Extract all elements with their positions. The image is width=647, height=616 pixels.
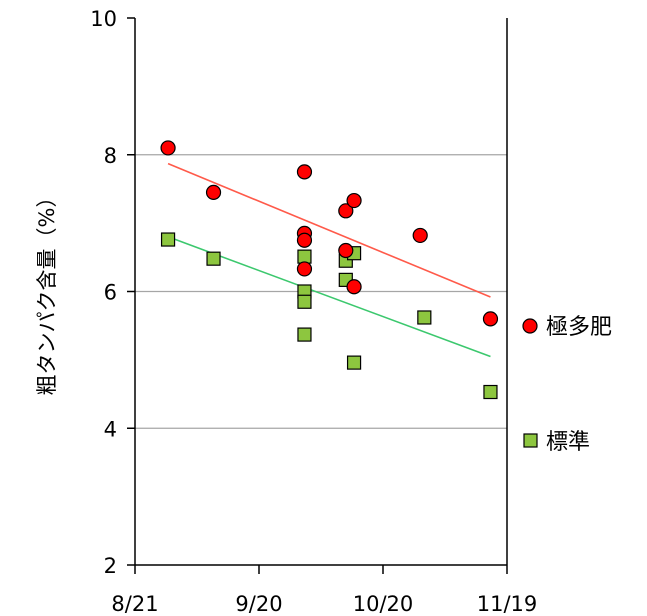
point-1-0 — [160, 232, 176, 247]
x-tick-label-3: 11/19 — [477, 592, 538, 616]
point-1-2 — [297, 249, 312, 264]
point-0-11 — [482, 311, 499, 327]
point-0-6 — [338, 203, 354, 219]
legend: 極多肥 標準 — [522, 315, 612, 455]
point-0-10 — [412, 227, 428, 244]
point-0-7 — [346, 192, 362, 209]
x-tick-label-2: 10/20 — [353, 592, 414, 616]
point-0-2 — [296, 164, 313, 180]
point-0-4 — [296, 232, 313, 248]
legend-label-0: 極多肥 — [546, 315, 612, 340]
y-ticks: 2 4 6 8 10 — [90, 7, 135, 578]
y-tick-label-2: 6 — [104, 281, 117, 305]
trend-lines — [167, 162, 491, 358]
x-tick-label-1: 9/20 — [235, 592, 282, 616]
point-1-1 — [206, 251, 221, 266]
y-tick-label-3: 8 — [104, 144, 117, 168]
y-tick-label-4: 10 — [90, 7, 117, 31]
point-0-5 — [296, 261, 313, 277]
y-tick-label-1: 4 — [104, 417, 117, 441]
x-ticks: 8/21 9/20 10/20 11/19 — [111, 565, 537, 616]
legend-marker-square — [523, 433, 538, 448]
point-0-9 — [346, 279, 362, 295]
y-axis-label: 粗タンパク含量（%） — [35, 187, 59, 396]
point-1-11 — [483, 384, 498, 400]
gridlines — [135, 154, 507, 429]
point-1-4 — [297, 294, 312, 309]
point-1-9 — [346, 355, 362, 370]
trend-line-1 — [167, 236, 491, 358]
point-1-5 — [297, 327, 312, 342]
y-tick-label-0: 2 — [104, 554, 117, 578]
trend-line-0 — [167, 162, 491, 298]
point-0-0 — [160, 140, 176, 156]
point-1-10 — [417, 310, 432, 325]
x-tick-label-0: 8/21 — [111, 592, 158, 616]
point-0-8 — [338, 242, 354, 259]
legend-label-1: 標準 — [546, 430, 590, 455]
data-points — [160, 140, 499, 400]
legend-marker-circle — [522, 318, 538, 334]
point-0-1 — [205, 184, 222, 200]
